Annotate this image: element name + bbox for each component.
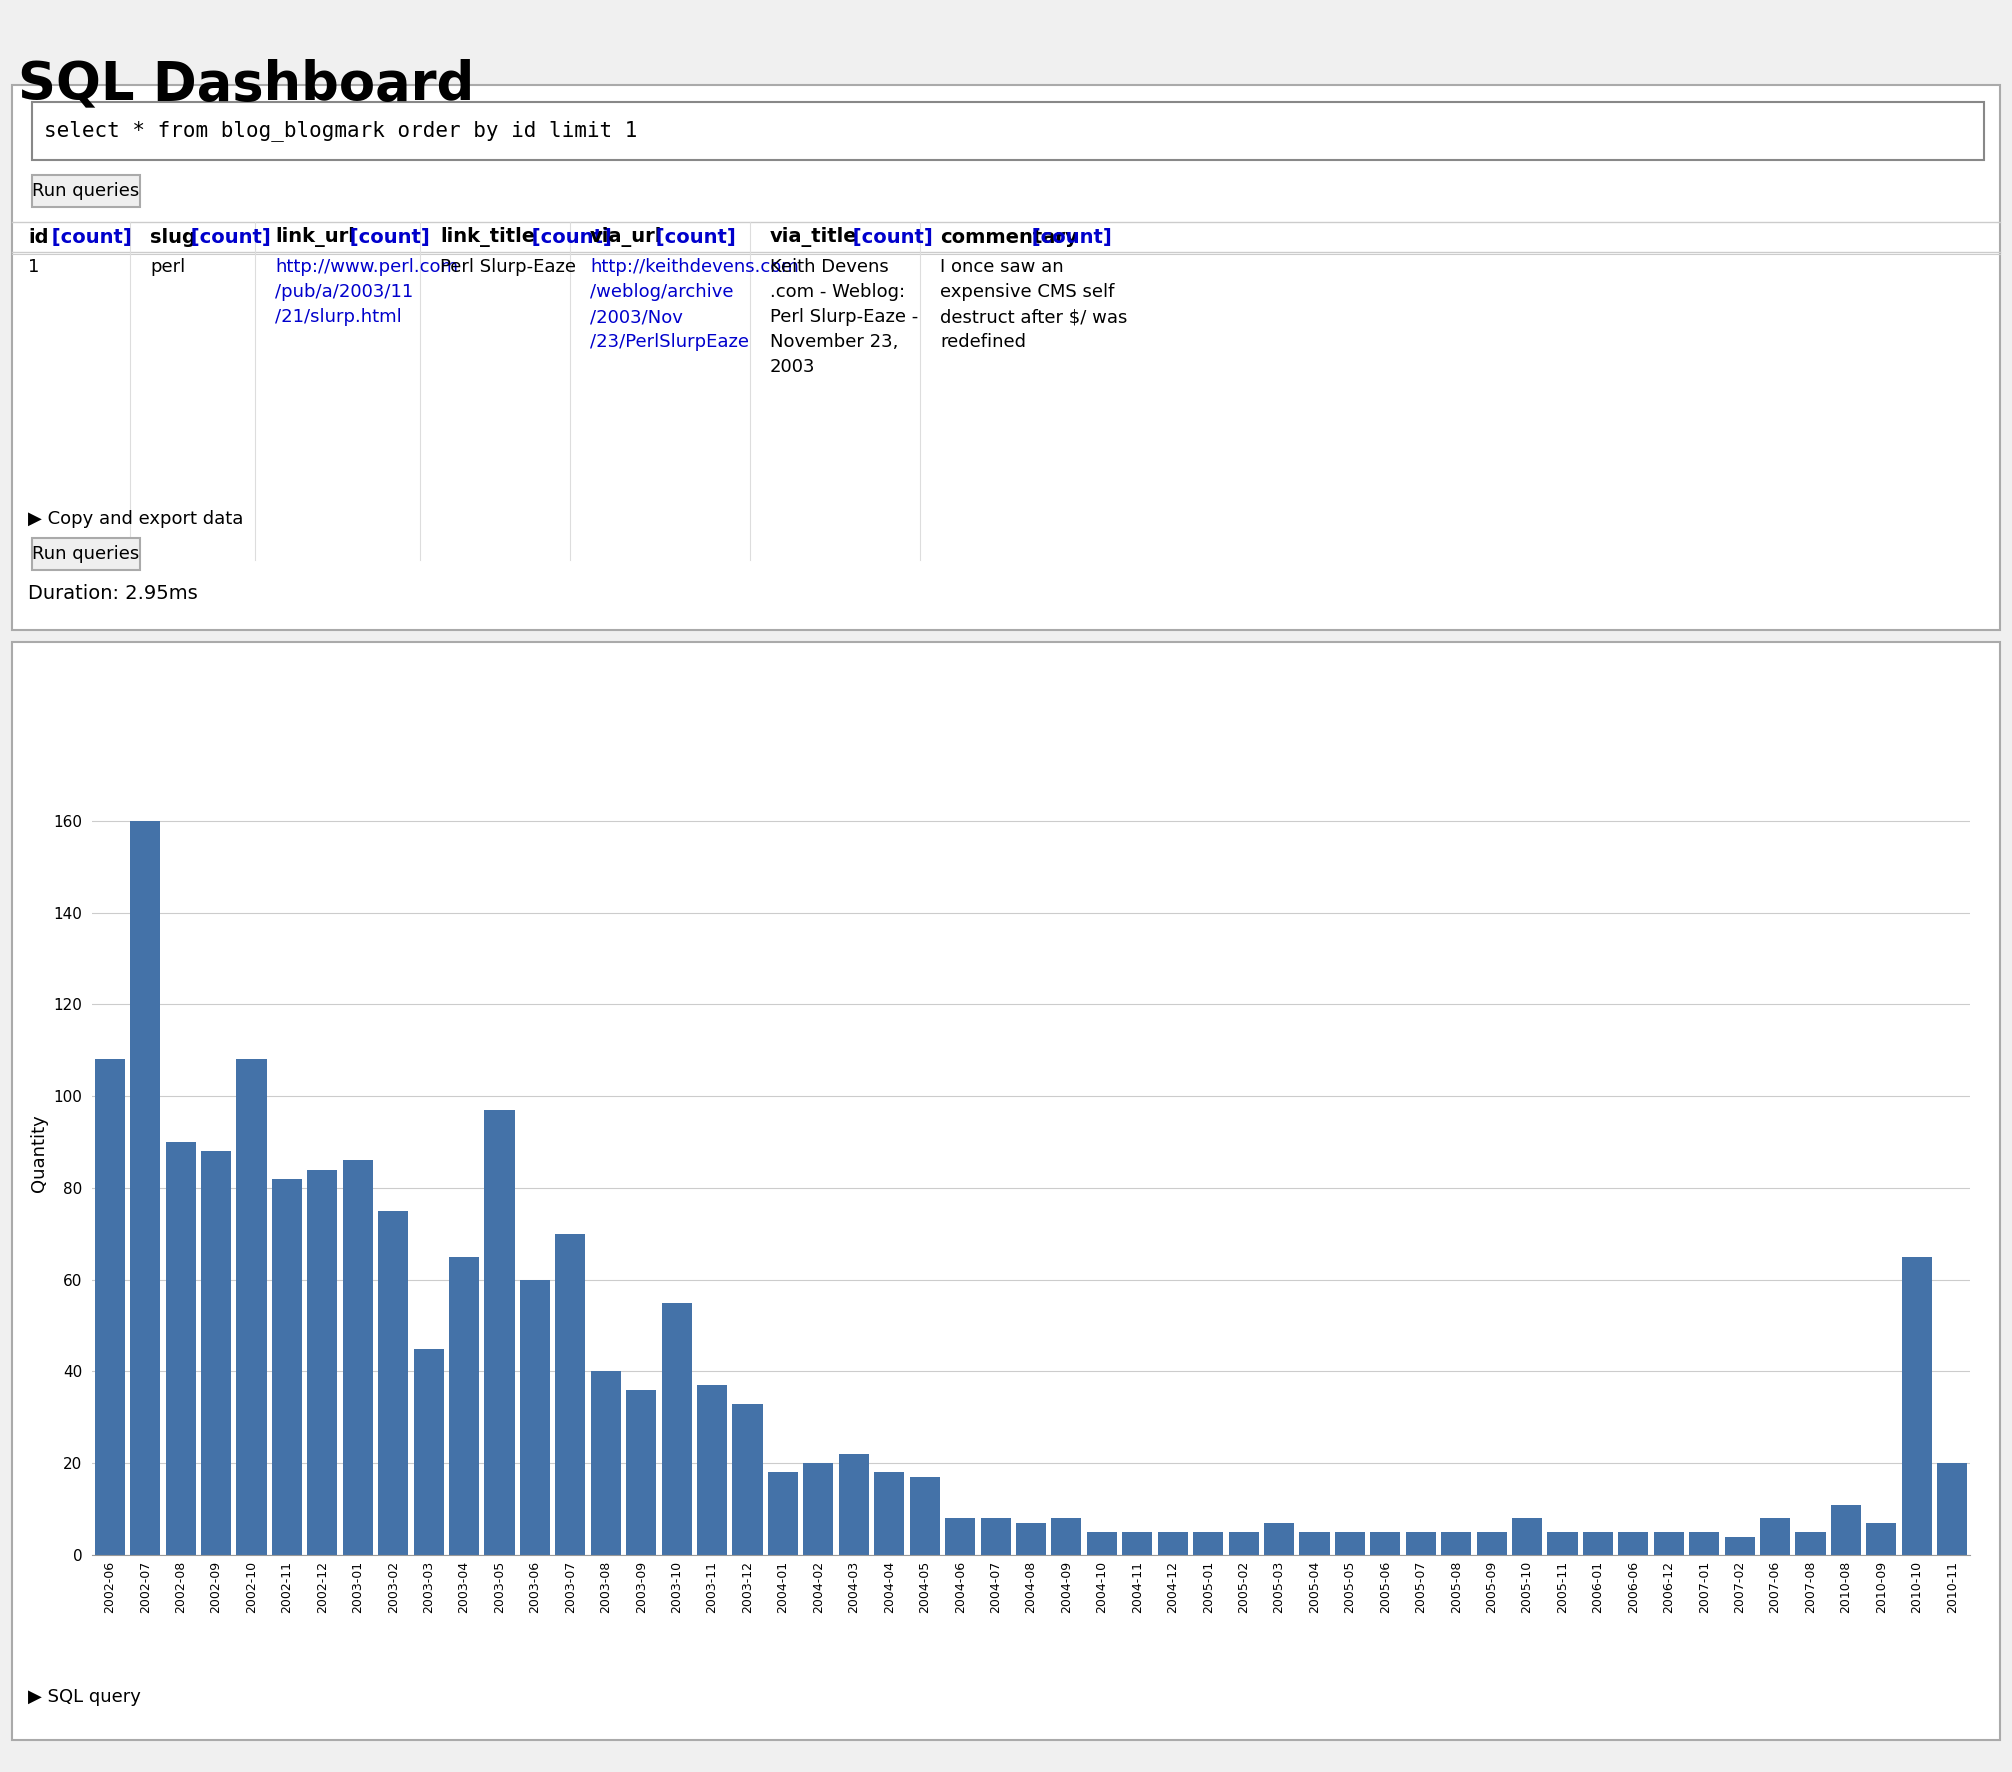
Text: Duration: 2.95ms: Duration: 2.95ms xyxy=(28,585,197,602)
Bar xyxy=(1654,1533,1684,1556)
Text: http://www.perl.com
/pub/a/2003/11
/21/slurp.html: http://www.perl.com /pub/a/2003/11 /21/s… xyxy=(276,259,459,326)
Text: [count]: [count] xyxy=(342,227,431,246)
Bar xyxy=(1867,1522,1897,1556)
Bar xyxy=(95,1060,125,1556)
Bar xyxy=(165,1141,195,1556)
Bar xyxy=(626,1389,656,1556)
Text: [count]: [count] xyxy=(1024,227,1113,246)
Bar xyxy=(1264,1522,1294,1556)
Bar xyxy=(414,1348,445,1556)
Bar xyxy=(519,1279,549,1556)
Bar xyxy=(32,539,141,571)
Text: link_url: link_url xyxy=(276,227,354,246)
Text: commentary: commentary xyxy=(940,227,1078,246)
Bar xyxy=(342,1161,372,1556)
Text: Run queries: Run queries xyxy=(32,183,139,200)
Text: I once saw an
expensive CMS self
destruct after $/ was
redefined: I once saw an expensive CMS self destruc… xyxy=(940,259,1127,351)
Bar xyxy=(592,1372,622,1556)
Text: link_title: link_title xyxy=(441,227,535,246)
Text: Perl Slurp-Eaze: Perl Slurp-Eaze xyxy=(441,259,575,276)
Text: [count]: [count] xyxy=(44,227,131,246)
Bar xyxy=(1690,1533,1720,1556)
Bar xyxy=(1016,1522,1046,1556)
Bar xyxy=(1477,1533,1507,1556)
Bar xyxy=(1795,1533,1825,1556)
Bar xyxy=(980,1519,1010,1556)
Bar xyxy=(1123,1533,1153,1556)
Text: [count]: [count] xyxy=(847,227,934,246)
Bar xyxy=(32,175,141,207)
Bar xyxy=(662,1302,692,1556)
Bar xyxy=(1831,1504,1861,1556)
Text: 1: 1 xyxy=(28,259,40,276)
Bar xyxy=(1760,1519,1791,1556)
Text: slug: slug xyxy=(151,227,195,246)
Bar xyxy=(769,1473,799,1556)
Text: ▶ Copy and export data: ▶ Copy and export data xyxy=(28,510,243,528)
Bar xyxy=(1370,1533,1400,1556)
Bar xyxy=(1441,1533,1471,1556)
Text: [count]: [count] xyxy=(650,227,736,246)
Text: SQL Dashboard: SQL Dashboard xyxy=(18,58,475,110)
Bar xyxy=(555,1233,585,1556)
Text: select * from blog_blogmark order by id limit 1: select * from blog_blogmark order by id … xyxy=(44,120,638,142)
Y-axis label: Quantity: Quantity xyxy=(30,1115,48,1193)
Bar xyxy=(1583,1533,1614,1556)
Text: ▶ SQL query: ▶ SQL query xyxy=(28,1689,141,1706)
Text: http://keithdevens.com
/weblog/archive
/2003/Nov
/23/PerlSlurpEaze: http://keithdevens.com /weblog/archive /… xyxy=(590,259,799,351)
Bar xyxy=(1511,1519,1541,1556)
Bar xyxy=(946,1519,976,1556)
Bar xyxy=(1618,1533,1648,1556)
Text: via_title: via_title xyxy=(771,227,857,246)
Bar xyxy=(12,85,2000,631)
Bar xyxy=(696,1386,726,1556)
Bar xyxy=(1300,1533,1330,1556)
Bar xyxy=(378,1210,408,1556)
Bar xyxy=(873,1473,903,1556)
Text: id: id xyxy=(28,227,48,246)
Bar xyxy=(839,1455,869,1556)
Bar xyxy=(1406,1533,1437,1556)
Bar xyxy=(308,1170,338,1556)
Bar xyxy=(12,641,2000,1740)
Bar xyxy=(32,103,1984,159)
Bar xyxy=(1724,1536,1754,1556)
Text: [count]: [count] xyxy=(183,227,272,246)
Bar xyxy=(909,1478,940,1556)
Bar xyxy=(1193,1533,1223,1556)
Text: Keith Devens
.com - Weblog:
Perl Slurp-Eaze -
November 23,
2003: Keith Devens .com - Weblog: Perl Slurp-E… xyxy=(771,259,917,376)
Bar xyxy=(1052,1519,1082,1556)
Bar xyxy=(131,820,161,1556)
Bar xyxy=(272,1178,302,1556)
Bar xyxy=(1229,1533,1260,1556)
Bar xyxy=(1901,1256,1932,1556)
Bar xyxy=(201,1152,231,1556)
Bar xyxy=(1157,1533,1187,1556)
Text: perl: perl xyxy=(151,259,185,276)
Text: via_url: via_url xyxy=(590,227,662,246)
Bar xyxy=(1938,1464,1968,1556)
Text: Run queries: Run queries xyxy=(32,546,139,563)
Bar xyxy=(449,1256,479,1556)
Bar xyxy=(485,1109,515,1556)
Bar xyxy=(235,1060,266,1556)
Bar xyxy=(1086,1533,1117,1556)
Bar xyxy=(1334,1533,1364,1556)
Bar xyxy=(1547,1533,1577,1556)
Bar xyxy=(803,1464,833,1556)
Bar xyxy=(732,1403,763,1556)
Text: [count]: [count] xyxy=(525,227,612,246)
